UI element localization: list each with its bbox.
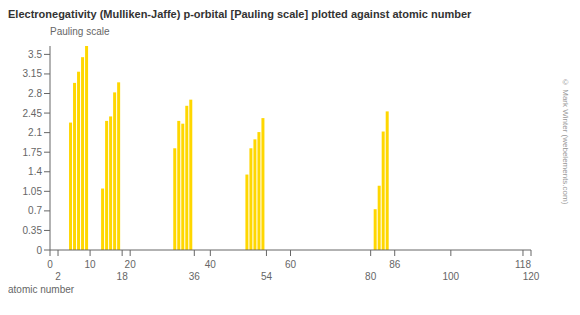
svg-text:2.8: 2.8 [28, 88, 42, 99]
svg-text:1.75: 1.75 [23, 147, 43, 158]
html-text:© Mark Winter (webelements.com: © Mark Winter (webelements.com) [561, 78, 570, 205]
svg-text:10: 10 [85, 259, 97, 270]
svg-text:60: 60 [285, 259, 297, 270]
svg-text:118: 118 [515, 259, 531, 270]
svg-text:100: 100 [442, 271, 459, 282]
svg-text:2.45: 2.45 [23, 108, 43, 119]
svg-text:0: 0 [47, 259, 53, 270]
svg-text:54: 54 [261, 271, 273, 282]
svg-text:1.4: 1.4 [28, 166, 42, 177]
svg-text:2.1: 2.1 [28, 127, 42, 138]
svg-text:80: 80 [365, 271, 377, 282]
svg-text:1.05: 1.05 [23, 186, 43, 197]
html-text:atomic number: atomic number [8, 284, 75, 295]
svg-text:3.5: 3.5 [28, 49, 42, 60]
svg-text:2: 2 [55, 271, 61, 282]
svg-text:20: 20 [125, 259, 137, 270]
html-text:Pauling scale: Pauling scale [50, 26, 110, 37]
svg-text:3.15: 3.15 [23, 68, 43, 79]
svg-text:18: 18 [117, 271, 129, 282]
svg-text:120: 120 [523, 271, 540, 282]
svg-text:0.7: 0.7 [28, 205, 42, 216]
svg-text:86: 86 [389, 259, 401, 270]
svg-text:36: 36 [189, 271, 201, 282]
html-text:Electronegativity (Mulliken-Ja: Electronegativity (Mulliken-Jaffe) p-orb… [8, 8, 472, 20]
svg-text:40: 40 [205, 259, 217, 270]
svg-text:0.35: 0.35 [23, 225, 43, 236]
svg-text:0: 0 [36, 245, 42, 256]
